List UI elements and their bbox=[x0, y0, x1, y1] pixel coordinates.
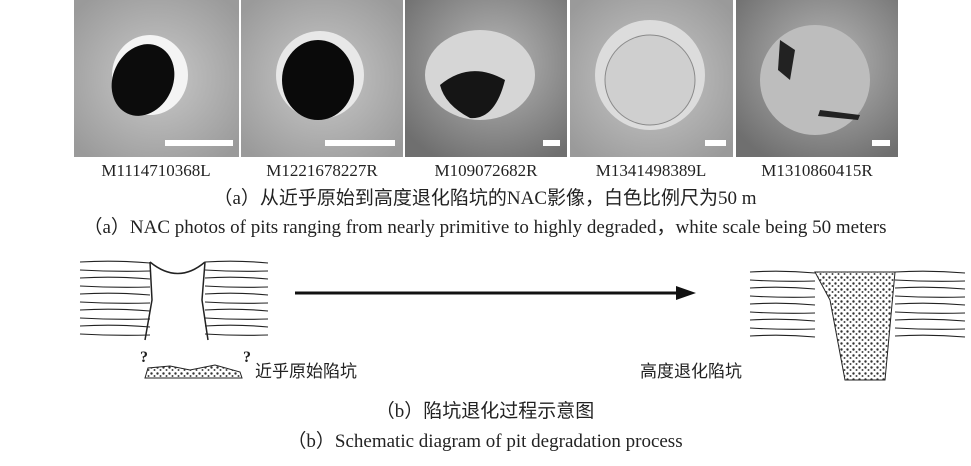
diagram-label: 近乎原始陷坑 bbox=[255, 362, 357, 381]
caption: （b）陷坑退化过程示意图 bbox=[376, 400, 595, 422]
caption: （a）从近乎原始到高度退化陷坑的NAC影像，白色比例尺为50 m bbox=[213, 187, 756, 209]
question-mark: ? bbox=[140, 349, 148, 366]
caption: （b）Schematic diagram of pit degradation … bbox=[287, 430, 682, 452]
image-label: M1341498389L bbox=[596, 161, 707, 180]
image-label: M1114710368L bbox=[101, 161, 210, 180]
caption: （a）NAC photos of pits ranging from nearl… bbox=[83, 216, 886, 238]
figure: M1114710368L M1221678227R M109072682R M1341… bbox=[0, 0, 971, 466]
image-label: M1310860415R bbox=[761, 161, 873, 180]
photos bbox=[74, 0, 898, 157]
image-label: M109072682R bbox=[435, 161, 539, 180]
image-label: M1221678227R bbox=[266, 161, 378, 180]
diagram bbox=[80, 261, 965, 380]
diagram-label: 高度退化陷坑 bbox=[640, 362, 742, 381]
question-mark: ? bbox=[243, 349, 251, 366]
